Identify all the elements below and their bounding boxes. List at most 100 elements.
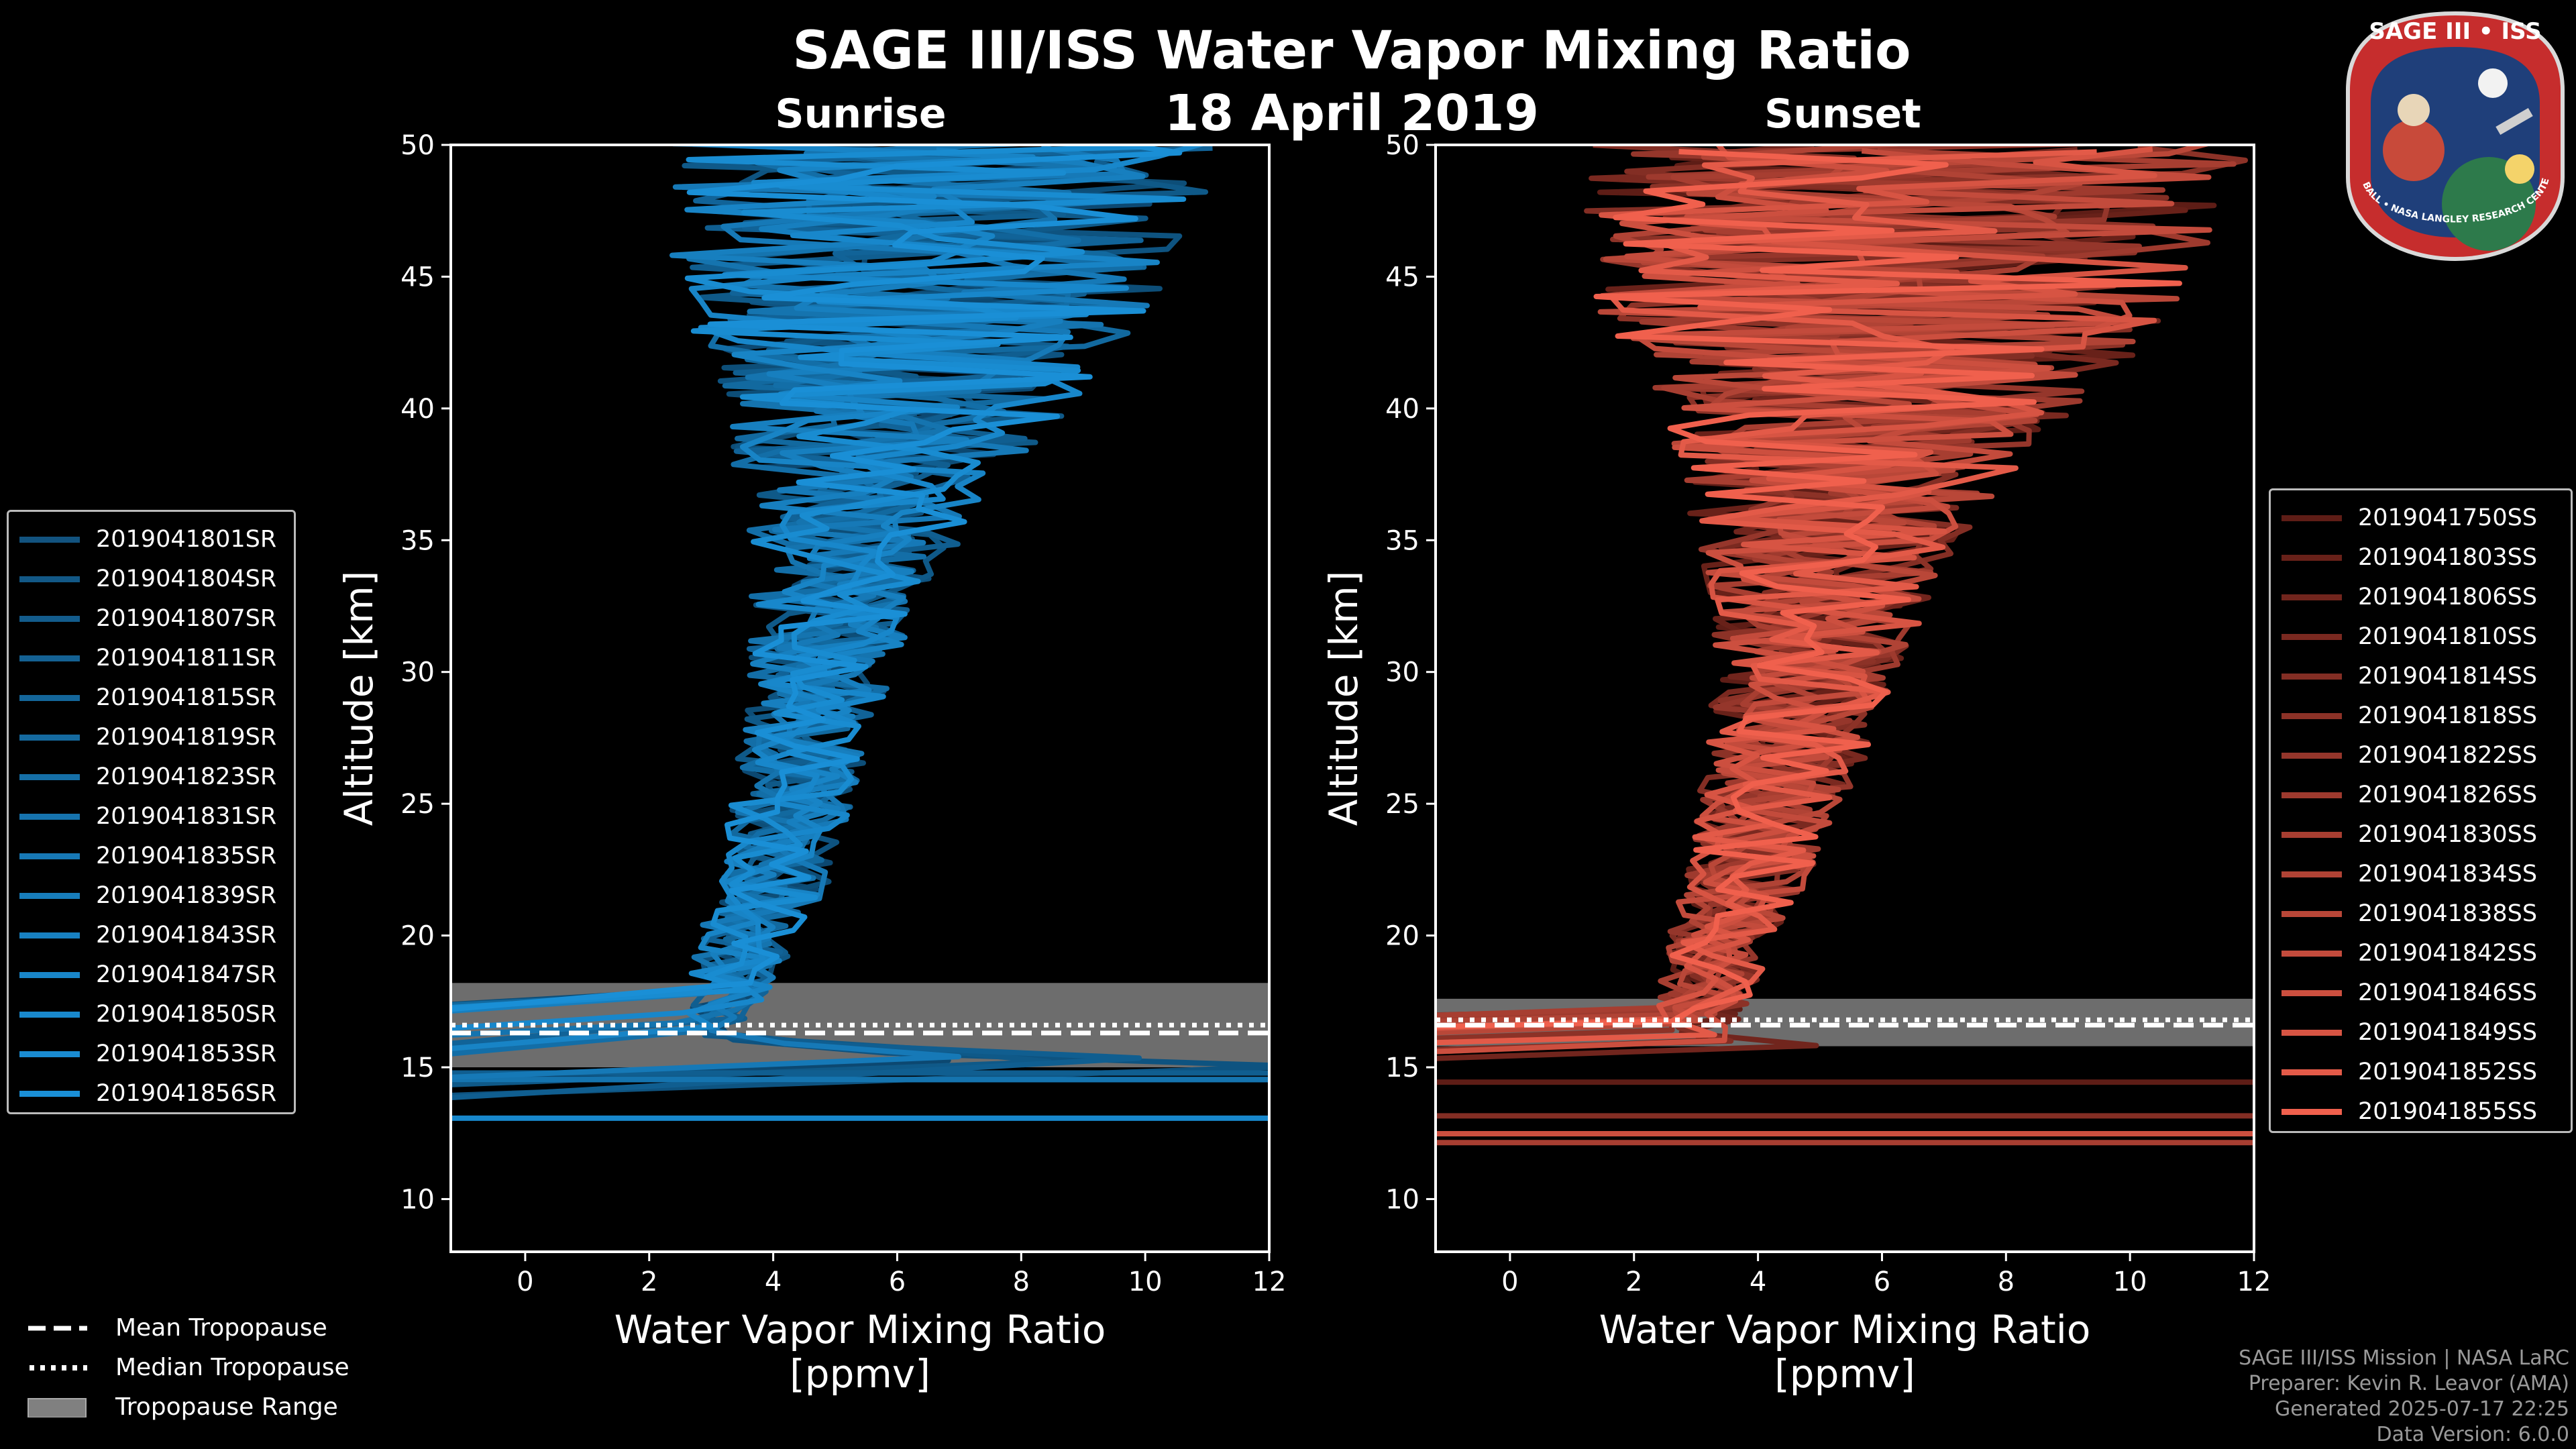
sr-legend-swatch	[19, 813, 80, 820]
sr-legend-swatch	[19, 615, 80, 622]
sr-legend-label: 2019041853SR	[96, 1040, 277, 1067]
ss-ytick-label-25: 25	[1385, 789, 1419, 820]
ss-legend-label: 2019041852SS	[2358, 1059, 2538, 1085]
sr-legend-label: 2019041847SR	[96, 961, 277, 988]
patch-title: SAGE III • ISS	[2369, 18, 2541, 45]
ss-legend-item: 2019041855SS	[2271, 1092, 2537, 1131]
sr-legend-swatch	[19, 853, 80, 859]
sr-legend-swatch	[19, 1051, 80, 1057]
sr-legend-label: 2019041835SR	[96, 843, 277, 869]
sr-legend-item: 2019041815SR	[9, 678, 276, 717]
ss-legend-swatch	[2282, 712, 2342, 719]
sr-legend-swatch	[19, 932, 80, 938]
ss-legend-item: 2019041806SS	[2271, 578, 2537, 616]
ss-legend-item: 2019041838SS	[2271, 894, 2537, 933]
sunrise-axes: 0 2 4 6 8 10 12 10 15 20 25 30 35 40 45 50 Water Vapor M…	[336, 130, 1286, 1397]
figure-title: SAGE III/ISS Water Vapor Mixing Ratio	[792, 21, 1911, 81]
ss-xtick-label-2: 2	[1625, 1267, 1642, 1297]
tropopause-range-swatch	[27, 1397, 89, 1418]
sr-legend-swatch	[19, 536, 80, 543]
sr-legend-swatch	[19, 1011, 80, 1018]
sr-legend-swatch	[19, 773, 80, 780]
ss-legend-item: 2019041822SS	[2271, 736, 2537, 775]
sr-legend-item: 2019041807SR	[9, 599, 276, 638]
ss-legend-swatch	[2282, 594, 2342, 600]
ss-ytick-label-40: 40	[1385, 394, 1419, 425]
patch-moon	[2478, 68, 2508, 98]
ss-legend-label: 2019041838SS	[2358, 900, 2538, 927]
ss-legend-item: 2019041826SS	[2271, 775, 2537, 814]
ss-legend-swatch	[2282, 515, 2342, 521]
sr-legend-item: 2019041853SR	[9, 1034, 276, 1073]
ss-ylabel: Altitude [km]	[1321, 571, 1366, 826]
patch-figure	[2383, 119, 2445, 181]
ss-legend-label: 2019041849SS	[2358, 1019, 2538, 1046]
ss-profile-2019041849SS	[1436, 146, 2188, 1031]
ss-legend-swatch	[2282, 950, 2342, 957]
sr-legend-swatch	[19, 576, 80, 582]
sr-legend-label: 2019041807SR	[96, 605, 277, 632]
sr-legend-swatch	[19, 892, 80, 899]
sr-xtick-label-12: 12	[1252, 1267, 1287, 1297]
sr-ytick-label-30: 30	[400, 657, 435, 688]
ss-legend-label: 2019041842SS	[2358, 940, 2538, 967]
ss-legend-swatch	[2282, 633, 2342, 640]
mean-tropopause-label: Mean Tropopause	[115, 1314, 327, 1342]
sunset-legend: 2019041750SS 2019041803SS 2019041806SS 2019…	[2269, 488, 2573, 1133]
sr-legend-label: 2019041850SR	[96, 1001, 277, 1028]
sr-legend-item: 2019041804SR	[9, 559, 276, 598]
ss-legend-swatch	[2282, 1029, 2342, 1036]
sunrise-legend: 2019041801SR 2019041804SR 2019041807SR 2019…	[7, 510, 296, 1114]
sr-ytick-label-40: 40	[400, 394, 435, 425]
ss-legend-item: 2019041818SS	[2271, 696, 2537, 735]
ss-legend-swatch	[2282, 1069, 2342, 1075]
ss-legend-label: 2019041810SS	[2358, 623, 2538, 650]
sr-legend-item: 2019041839SR	[9, 876, 276, 915]
ss-xlabel-line2: [ppmv]	[1774, 1351, 1915, 1397]
sr-legend-label: 2019041843SR	[96, 922, 277, 949]
sage-iii-iss-mission-patch: SAGE III • ISS BALL • NASA LANGLEY RESEA…	[2341, 9, 2565, 262]
sunset-profiles	[1436, 145, 2254, 1146]
sr-xtick-label-10: 10	[1128, 1267, 1163, 1297]
ss-legend-item: 2019041810SS	[2271, 617, 2537, 656]
sr-xtick-label-2: 2	[641, 1267, 657, 1297]
ss-legend-label: 2019041814SS	[2358, 663, 2538, 690]
tropopause-range-label: Tropopause Range	[115, 1393, 338, 1421]
sr-legend-item: 2019041847SR	[9, 955, 276, 994]
ss-legend-swatch	[2282, 1108, 2342, 1115]
sr-ytick-label-50: 50	[400, 130, 435, 161]
ss-legend-label: 2019041806SS	[2358, 584, 2538, 610]
credits-generated: Generated 2025-07-17 22:25	[2274, 1397, 2569, 1421]
sunrise-axes-frame	[449, 144, 1271, 1253]
ss-ytick-label-50: 50	[1385, 130, 1419, 161]
sr-legend-swatch	[19, 655, 80, 661]
sr-legend-item: 2019041835SR	[9, 837, 276, 875]
sr-xtick-label-4: 4	[765, 1267, 782, 1297]
ss-xtick-label-8: 8	[1998, 1267, 2015, 1297]
sr-ytick-label-25: 25	[400, 789, 435, 820]
ss-legend-label: 2019041818SS	[2358, 702, 2538, 729]
ss-ytick-label-45: 45	[1385, 262, 1419, 292]
sr-legend-label: 2019041819SR	[96, 724, 277, 751]
sr-legend-item: 2019041843SR	[9, 916, 276, 955]
sunset-axes-frame	[1434, 144, 2255, 1253]
sr-xtick-label-0: 0	[517, 1267, 533, 1297]
ss-legend-label: 2019041750SS	[2358, 504, 2538, 531]
legend-median-tropopause: Median Tropopause	[20, 1348, 396, 1387]
figure-date: 18 April 2019	[1165, 85, 1539, 142]
sr-ytick-label-15: 15	[400, 1053, 435, 1083]
ss-xtick-label-10: 10	[2113, 1267, 2147, 1297]
ss-legend-label: 2019041826SS	[2358, 782, 2538, 808]
credits-preparer: Preparer: Kevin R. Leavor (AMA)	[2248, 1372, 2569, 1395]
ss-xtick-label-0: 0	[1501, 1267, 1518, 1297]
ss-legend-item: 2019041750SS	[2271, 498, 2537, 537]
sr-xlabel-line1: Water Vapor Mixing Ratio	[614, 1307, 1106, 1352]
ss-legend-swatch	[2282, 752, 2342, 759]
sr-xtick-label-8: 8	[1013, 1267, 1030, 1297]
sr-legend-label: 2019041856SR	[96, 1080, 277, 1107]
ss-xtick-label-12: 12	[2237, 1267, 2271, 1297]
sr-ytick-label-10: 10	[400, 1184, 435, 1215]
sr-profile-2019041856SR	[451, 145, 1183, 1012]
sr-legend-label: 2019041811SR	[96, 645, 277, 672]
sr-ytick-label-45: 45	[400, 262, 435, 292]
